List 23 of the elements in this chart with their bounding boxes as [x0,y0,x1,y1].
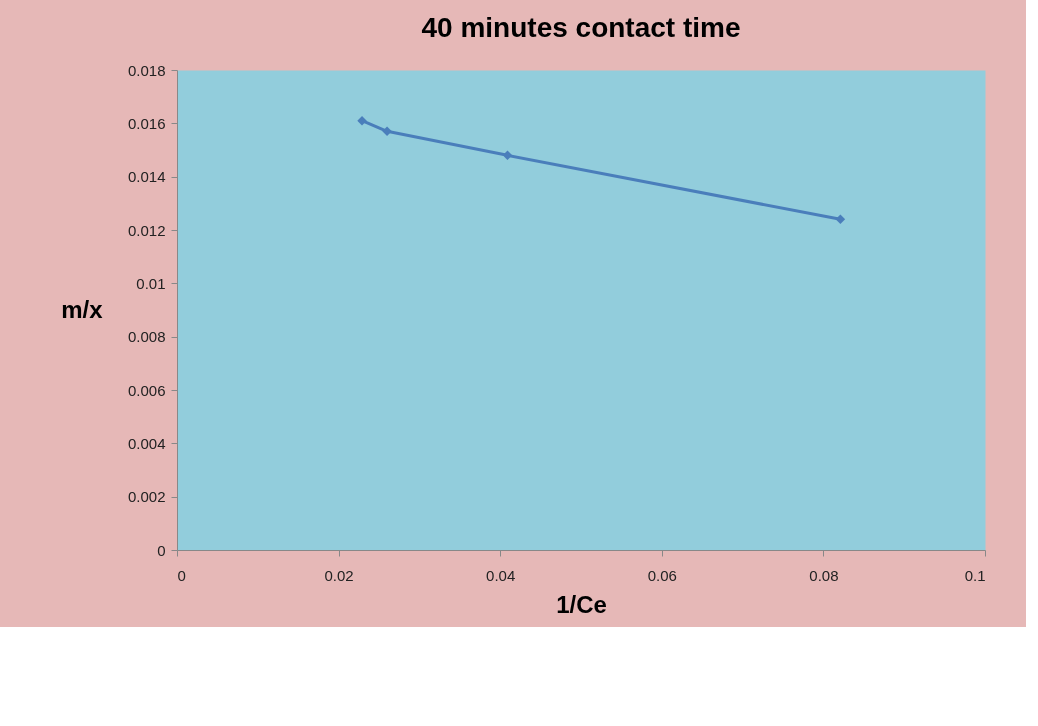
x-tick-label: 0.02 [324,566,354,584]
point [357,115,367,126]
y-tick-label: 0.002 [127,488,166,506]
y-axis-title: m/x [61,295,104,323]
y-tick-label: 0.006 [127,381,166,399]
y-tick-label: 0.014 [127,168,166,186]
point [502,150,513,161]
y-tick-label: 0.012 [127,221,166,239]
x-tick-label: 0.1 [964,566,986,584]
x-tick-label: 0.04 [486,566,516,584]
chart-title: 40 minutes contact time [421,12,741,43]
y-tick-label: 0.004 [127,434,166,452]
y-tick-label: 0.018 [127,61,166,79]
x-tick-label: 0.06 [647,566,677,584]
point [382,126,392,137]
x-tick-label: 0.08 [809,566,839,584]
x-tick-label: 0 [177,566,186,584]
y-tick-label: 0.01 [136,274,166,292]
y-tick-label: 0.016 [127,114,166,132]
y-tick-label: 0 [157,541,166,559]
y-tick-label: 0.008 [127,328,166,346]
point [835,214,846,225]
x-axis-title: 1/Ce [556,590,607,618]
